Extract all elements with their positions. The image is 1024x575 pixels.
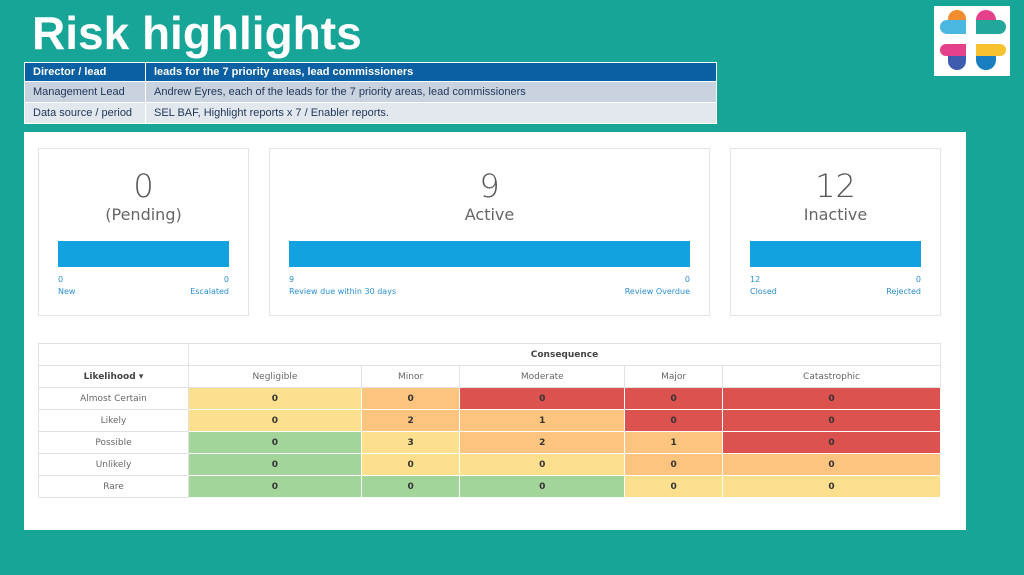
meta-header-label: Director / lead <box>24 62 146 82</box>
rejected-count: 0 <box>915 275 921 284</box>
meta-row-value: SEL BAF, Highlight reports x 7 / Enabler… <box>145 102 717 124</box>
matrix-cell[interactable]: 0 <box>722 431 941 454</box>
matrix-cell[interactable]: 0 <box>360 387 461 410</box>
review-overdue-count: 0 <box>684 275 690 284</box>
matrix-row: Possible 0 3 2 1 0 <box>38 431 941 454</box>
risk-matrix: Consequence Likelihood ▾ Negligible Mino… <box>38 343 941 498</box>
matrix-cell[interactable]: 0 <box>188 409 362 432</box>
consequence-label: Consequence <box>188 343 941 366</box>
inactive-label: Inactive <box>803 205 868 224</box>
column-header: Moderate <box>459 365 626 388</box>
meta-row: Data source / period SEL BAF, Highlight … <box>24 102 717 124</box>
matrix-cell[interactable]: 0 <box>459 475 626 498</box>
page-title: Risk highlights <box>32 7 362 59</box>
column-header: Major <box>624 365 724 388</box>
pending-card[interactable]: 0 (Pending) 0 New 0 Escalated <box>38 148 249 316</box>
matrix-cell[interactable]: 3 <box>360 431 461 454</box>
pending-label: (Pending) <box>105 205 182 224</box>
column-header-row: Likelihood ▾ Negligible Minor Moderate M… <box>38 365 941 388</box>
meta-row: Management Lead Andrew Eyres, each of th… <box>24 81 717 103</box>
consequence-header-row: Consequence <box>38 343 941 366</box>
matrix-cell[interactable]: 1 <box>459 409 626 432</box>
matrix-row: Almost Certain 0 0 0 0 0 <box>38 387 941 410</box>
escalated-link[interactable]: Escalated <box>190 287 229 296</box>
matrix-cell[interactable]: 2 <box>360 409 461 432</box>
matrix-cell[interactable]: 0 <box>188 475 362 498</box>
closed-link[interactable]: Closed <box>750 287 777 296</box>
matrix-cell[interactable]: 0 <box>624 475 724 498</box>
pending-progress-bar <box>58 241 229 267</box>
matrix-corner <box>38 343 189 366</box>
inactive-count: 12 <box>815 167 856 205</box>
new-link[interactable]: New <box>58 287 76 296</box>
matrix-cell[interactable]: 0 <box>624 387 724 410</box>
matrix-cell[interactable]: 1 <box>624 431 724 454</box>
likelihood-sort-header[interactable]: Likelihood ▾ <box>38 365 189 388</box>
matrix-cell[interactable]: 0 <box>722 409 941 432</box>
matrix-row: Unlikely 0 0 0 0 0 <box>38 453 941 476</box>
review-due-count: 9 <box>289 275 295 284</box>
meta-header-value: leads for the 7 priority areas, lead com… <box>145 62 717 82</box>
active-progress-bar <box>289 241 690 267</box>
matrix-cell[interactable]: 0 <box>188 387 362 410</box>
matrix-cell[interactable]: 0 <box>459 453 626 476</box>
matrix-cell[interactable]: 0 <box>722 453 941 476</box>
matrix-row: Rare 0 0 0 0 0 <box>38 475 941 498</box>
matrix-cell[interactable]: 0 <box>188 453 362 476</box>
matrix-row: Likely 0 2 1 0 0 <box>38 409 941 432</box>
inactive-progress-bar <box>750 241 921 267</box>
active-count: 9 <box>479 167 500 205</box>
column-header: Minor <box>360 365 461 388</box>
pending-count: 0 <box>133 167 154 205</box>
caret-down-icon: ▾ <box>138 371 144 382</box>
review-due-link[interactable]: Review due within 30 days <box>289 287 397 296</box>
inactive-card[interactable]: 12 Inactive 12 Closed 0 Rejected <box>730 148 941 316</box>
meta-row-label: Data source / period <box>24 102 146 124</box>
matrix-cell[interactable]: 0 <box>722 387 941 410</box>
new-count: 0 <box>58 275 64 284</box>
active-label: Active <box>464 205 515 224</box>
row-label: Possible <box>38 431 189 454</box>
row-label: Almost Certain <box>38 387 189 410</box>
rejected-link[interactable]: Rejected <box>886 287 921 296</box>
meta-row-label: Management Lead <box>24 81 146 103</box>
matrix-cell[interactable]: 2 <box>459 431 626 454</box>
matrix-cell[interactable]: 0 <box>188 431 362 454</box>
closed-count: 12 <box>750 275 761 284</box>
escalated-count: 0 <box>223 275 229 284</box>
column-header: Catastrophic <box>722 365 941 388</box>
matrix-cell[interactable]: 0 <box>624 453 724 476</box>
meta-table: Director / lead leads for the 7 priority… <box>24 62 717 124</box>
likelihood-label: Likelihood <box>83 371 136 382</box>
row-label: Likely <box>38 409 189 432</box>
active-card[interactable]: 9 Active 9 Review due within 30 days 0 R… <box>269 148 710 316</box>
dashboard-panel: 0 (Pending) 0 New 0 Escalated 9 Active 9… <box>24 132 966 530</box>
matrix-cell[interactable]: 0 <box>459 387 626 410</box>
meta-header-row: Director / lead leads for the 7 priority… <box>24 62 717 82</box>
row-label: Unlikely <box>38 453 189 476</box>
matrix-cell[interactable]: 0 <box>722 475 941 498</box>
row-label: Rare <box>38 475 189 498</box>
matrix-cell[interactable]: 0 <box>624 409 724 432</box>
logo <box>934 6 1010 76</box>
matrix-cell[interactable]: 0 <box>360 453 461 476</box>
column-header: Negligible <box>188 365 362 388</box>
matrix-cell[interactable]: 0 <box>360 475 461 498</box>
review-overdue-link[interactable]: Review Overdue <box>624 287 690 296</box>
meta-row-value: Andrew Eyres, each of the leads for the … <box>145 81 717 103</box>
